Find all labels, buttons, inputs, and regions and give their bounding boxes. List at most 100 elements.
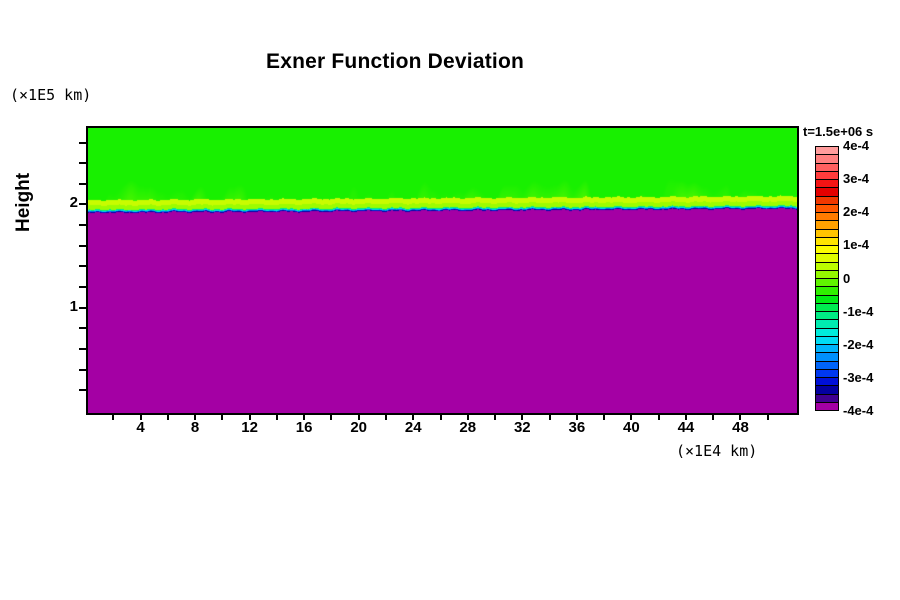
colorbar-tick-label: -4e-4	[843, 403, 874, 418]
colorbar-band	[816, 246, 838, 255]
x-axis-tick-label: 32	[513, 419, 531, 436]
y-axis-tick	[79, 348, 86, 351]
colorbar-band	[816, 328, 838, 337]
colorbar-band	[816, 171, 838, 180]
x-axis-tick	[330, 413, 333, 420]
colorbar-band	[816, 221, 838, 230]
colorbar-band	[816, 262, 838, 271]
x-axis-tick	[657, 413, 660, 420]
colorbar-band	[816, 204, 838, 213]
page-title: Exner Function Deviation	[266, 50, 524, 73]
x-axis-unit-label: (×1E4 km)	[676, 442, 758, 460]
colorbar-tick-label: 1e-4	[843, 237, 870, 253]
heatmap-field	[88, 128, 797, 413]
x-axis-tick	[494, 413, 497, 420]
y-axis-tick	[79, 327, 86, 330]
colorbar-band	[816, 180, 838, 189]
x-axis-tick-label: 48	[732, 419, 749, 436]
y-axis-tick	[79, 224, 86, 227]
x-axis-tick-label: 24	[404, 419, 422, 436]
time-annotation: t=1.5e+06 s	[803, 124, 874, 139]
x-axis-tick	[166, 413, 169, 420]
colorbar-band	[816, 394, 838, 403]
colorbar-band	[816, 237, 838, 246]
colorbar-tick-label: -2e-4	[843, 336, 874, 352]
x-axis-tick	[548, 413, 551, 420]
x-axis-tick	[521, 413, 524, 420]
y-axis-tick	[79, 389, 86, 392]
colorbar-band	[816, 155, 838, 164]
y-axis-tick	[79, 203, 86, 206]
colorbar-band	[816, 163, 838, 172]
colorbar-band	[816, 213, 838, 222]
y-axis-tick	[79, 265, 86, 268]
colorbar-tick-label: 4e-4	[843, 138, 870, 153]
x-axis-tick	[766, 413, 769, 420]
colorbar-band	[816, 279, 838, 288]
y-axis-tick	[79, 141, 86, 144]
colorbar-band	[816, 303, 838, 312]
colorbar-band	[816, 353, 838, 362]
colorbar-band	[816, 196, 838, 205]
x-axis-tick	[684, 413, 687, 420]
colorbar-band	[816, 270, 838, 279]
colorbar-band	[816, 336, 838, 345]
y-axis-title: Height	[13, 172, 34, 232]
y-axis-tick	[79, 162, 86, 165]
colorbar-band	[816, 378, 838, 387]
y-axis-tick-label: 2	[69, 194, 78, 212]
x-axis-tick	[630, 413, 633, 420]
colorbar-band	[816, 229, 838, 238]
colorbar-band	[816, 312, 838, 321]
y-axis-tick	[79, 286, 86, 289]
heatmap-plot-area	[86, 126, 799, 415]
x-axis-tick	[466, 413, 469, 420]
colorbar-tick-label: 2e-4	[843, 204, 870, 220]
x-axis-tick	[712, 413, 715, 420]
colorbar-band	[816, 295, 838, 304]
x-axis-tick	[275, 413, 278, 420]
colorbar-band	[816, 287, 838, 296]
x-axis-tick	[112, 413, 115, 420]
x-axis-tick-label: 12	[241, 419, 258, 436]
colorbar-tick-label: 3e-4	[843, 171, 870, 187]
x-axis-tick-label: 4	[136, 419, 145, 436]
x-axis-tick	[603, 413, 606, 420]
x-axis-tick-label: 28	[459, 419, 477, 436]
x-axis-tick	[139, 413, 142, 420]
colorbar-band	[816, 369, 838, 378]
colorbar-band	[816, 188, 838, 197]
colorbar-band	[816, 402, 838, 410]
x-axis-tick-label: 44	[677, 419, 695, 436]
x-axis-tick	[384, 413, 387, 420]
colorbar-band	[816, 361, 838, 370]
x-axis-tick-label: 36	[568, 419, 586, 436]
x-axis-tick-label: 20	[350, 419, 368, 436]
y-axis-tick-label: 1	[69, 297, 78, 315]
x-axis-tick-label: 40	[623, 419, 640, 436]
y-axis-unit-label: (×1E5 km)	[10, 86, 92, 104]
colorbar-band	[816, 320, 838, 329]
y-axis-tick	[79, 306, 86, 309]
x-axis-tick-label: 16	[295, 419, 313, 436]
x-axis-tick	[303, 413, 306, 420]
colorbar-band	[816, 345, 838, 354]
y-axis-tick	[79, 368, 86, 371]
x-axis-tick	[439, 413, 442, 420]
colorbar-band	[816, 254, 838, 263]
y-axis-tick	[79, 244, 86, 247]
x-axis-tick	[194, 413, 197, 420]
x-axis-tick	[575, 413, 578, 420]
colorbar	[815, 146, 839, 411]
x-axis-tick-label: 8	[190, 419, 200, 436]
colorbar-tick-label: -1e-4	[843, 303, 874, 319]
y-axis-tick	[79, 182, 86, 185]
x-axis-tick	[357, 413, 360, 420]
x-axis-tick	[221, 413, 224, 420]
colorbar-tick-label: -3e-4	[843, 369, 874, 385]
colorbar-tick-label: 0	[843, 270, 851, 286]
x-axis-tick	[739, 413, 742, 420]
x-axis-tick	[248, 413, 251, 420]
colorbar-band	[816, 386, 838, 395]
